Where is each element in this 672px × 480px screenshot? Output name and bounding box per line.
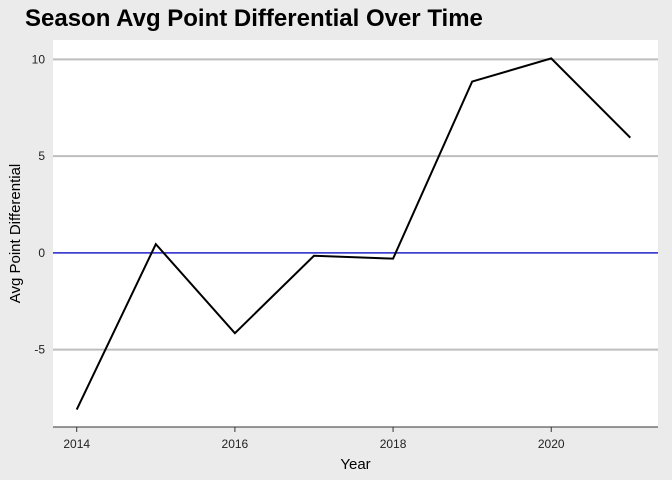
x-tick-label: 2014 [63,437,90,451]
x-axis-title: Year [340,456,370,473]
x-tick-label: 2018 [380,437,407,451]
y-tick-label: 10 [32,52,46,66]
chart-title: Season Avg Point Differential Over Time [25,5,483,32]
y-axis-title: Avg Point Differential [7,164,24,304]
x-tick-label: 2020 [538,437,565,451]
series-layer [75,57,632,411]
series-line [75,57,632,411]
y-tick-label: 0 [38,246,45,260]
y-tick-label: 5 [38,149,45,163]
y-tick-label: -5 [34,343,45,357]
x-axis-ticks: 2014 2016 2018 2020 [63,427,565,451]
y-axis-ticks: -5 0 5 10 [32,52,46,356]
gridlines [53,58,658,351]
plot-panel [53,40,658,427]
x-tick-label: 2016 [222,437,249,451]
